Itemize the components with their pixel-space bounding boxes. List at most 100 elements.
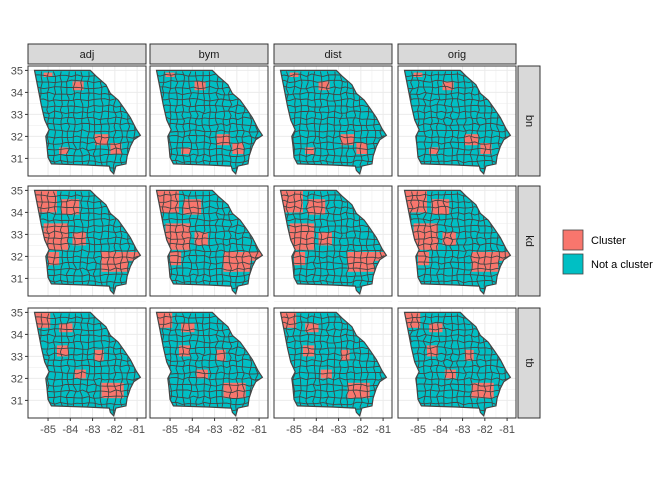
state-outline — [279, 69, 388, 175]
x-tick-label: -82 — [353, 424, 369, 436]
y-tick-label: 32 — [11, 131, 23, 143]
cluster-region — [59, 323, 73, 333]
x-tick-label: -84 — [432, 424, 448, 436]
cluster-region — [48, 252, 60, 266]
x-tick-label: -81 — [129, 424, 145, 436]
x-tick-label: -83 — [455, 424, 471, 436]
cluster-region — [34, 190, 57, 213]
cluster-region — [178, 345, 191, 357]
x-tick-label: -85 — [286, 424, 302, 436]
y-tick-label: 32 — [11, 251, 23, 263]
x-tick-label: -82 — [229, 424, 245, 436]
column-strip-orig — [397, 43, 517, 65]
x-tick-label: -82 — [477, 424, 493, 436]
legend-key-not-a-cluster — [562, 253, 584, 275]
panel-border — [273, 185, 393, 297]
cluster-region — [305, 147, 315, 154]
row-strip-tb — [517, 307, 541, 419]
panel-border — [397, 65, 517, 177]
column-strip-label: orig — [448, 49, 466, 61]
cluster-region — [101, 382, 124, 399]
cluster-region — [59, 147, 69, 154]
x-tick-label: -84 — [308, 424, 324, 436]
panel-border — [149, 185, 269, 297]
state-outline — [403, 189, 512, 295]
column-strip-label: adj — [80, 49, 95, 61]
column-strip-dist — [273, 43, 393, 65]
x-tick-label: -84 — [184, 424, 200, 436]
x-tick-label: -83 — [207, 424, 223, 436]
cluster-region — [318, 81, 330, 91]
cluster-region — [429, 147, 439, 154]
cluster-region — [196, 369, 208, 379]
panel-border — [27, 185, 147, 297]
y-tick-label: 35 — [11, 65, 23, 77]
legend-label: Not a cluster — [591, 259, 653, 271]
cluster-region — [170, 252, 182, 266]
column-strip-label: dist — [324, 49, 341, 61]
x-tick-label: -85 — [162, 424, 178, 436]
panel-border — [273, 65, 393, 177]
state-outline — [403, 69, 512, 175]
state-outline — [33, 189, 142, 295]
y-tick-label: 33 — [11, 109, 23, 121]
state-outline — [279, 189, 388, 295]
panel-border — [397, 307, 517, 419]
row-strip-bn — [517, 65, 541, 177]
cluster-region — [216, 349, 226, 361]
panel-border — [27, 65, 147, 177]
row-strip-kd — [517, 185, 541, 297]
y-tick-label: 33 — [11, 351, 23, 363]
cluster-region — [183, 199, 202, 215]
y-tick-label: 34 — [11, 207, 23, 219]
cluster-region — [194, 81, 206, 91]
y-tick-label: 35 — [11, 185, 23, 197]
cluster-region — [181, 323, 195, 333]
cluster-region — [464, 349, 474, 361]
cluster-region — [181, 147, 191, 154]
x-tick-label: -84 — [62, 424, 78, 436]
y-tick-label: 33 — [11, 229, 23, 241]
legend-label: Cluster — [591, 235, 626, 247]
cluster-region — [429, 323, 443, 333]
panel-border — [149, 65, 269, 177]
cluster-region — [426, 345, 439, 357]
y-tick-label: 32 — [11, 373, 23, 385]
y-tick-label: 31 — [11, 395, 23, 407]
y-tick-label: 31 — [11, 153, 23, 165]
y-tick-label: 35 — [11, 307, 23, 319]
cluster-region — [498, 252, 510, 261]
x-tick-label: -85 — [410, 424, 426, 436]
cluster-region — [320, 369, 332, 379]
panel-border — [27, 307, 147, 419]
cluster-region — [94, 349, 104, 361]
legend-key-cluster — [562, 229, 584, 251]
cluster-region — [74, 369, 86, 379]
state-outline — [279, 311, 388, 417]
state-outline — [33, 69, 142, 175]
y-tick-label: 34 — [11, 87, 23, 99]
state-outline — [155, 311, 264, 417]
x-tick-label: -83 — [331, 424, 347, 436]
cluster-region — [305, 323, 319, 333]
state-outline — [155, 189, 264, 295]
row-strip-label: bn — [523, 115, 535, 127]
x-tick-label: -81 — [499, 424, 515, 436]
cluster-region — [223, 382, 246, 399]
cluster-region — [56, 345, 69, 357]
panel-border — [149, 307, 269, 419]
row-strip-label: tb — [523, 358, 535, 367]
panel-border — [397, 185, 517, 297]
panel-border — [273, 307, 393, 419]
column-strip-bym — [149, 43, 269, 65]
state-outline — [155, 69, 264, 175]
x-tick-label: -82 — [107, 424, 123, 436]
cluster-region — [444, 369, 456, 379]
x-tick-label: -85 — [40, 424, 56, 436]
x-tick-label: -83 — [85, 424, 101, 436]
cluster-region — [294, 252, 306, 266]
y-tick-label: 31 — [11, 273, 23, 285]
cluster-region — [418, 252, 430, 266]
cluster-region — [374, 252, 386, 261]
